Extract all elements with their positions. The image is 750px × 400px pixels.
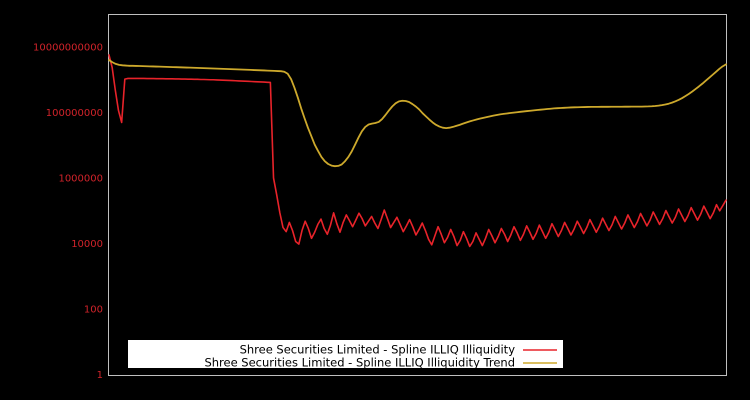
y-tick-label: 100000000	[46, 108, 103, 119]
y-tick-label: 100	[84, 305, 103, 316]
y-tick-label: 1	[97, 370, 103, 381]
y-tick-label: 1000000	[58, 174, 103, 185]
legend: Shree Securities Limited - Spline ILLIQ …	[128, 340, 563, 370]
y-tick-label: 10000000000	[33, 43, 103, 54]
series-illiquidity-trend	[108, 59, 727, 168]
plot-frame	[108, 14, 727, 376]
y-tick-label: 10000	[71, 239, 103, 250]
legend-background	[128, 340, 563, 368]
legend-entry-illiquidity-label: Shree Securities Limited - Spline ILLIQ …	[240, 343, 516, 357]
series-layer	[108, 54, 727, 248]
legend-entry-illiquidity-trend-label: Shree Securities Limited - Spline ILLIQ …	[204, 356, 515, 370]
y-axis-tick-labels: 1 100 10000 1000000 100000000 10000000000	[33, 43, 103, 381]
series-illiquidity	[108, 54, 727, 248]
